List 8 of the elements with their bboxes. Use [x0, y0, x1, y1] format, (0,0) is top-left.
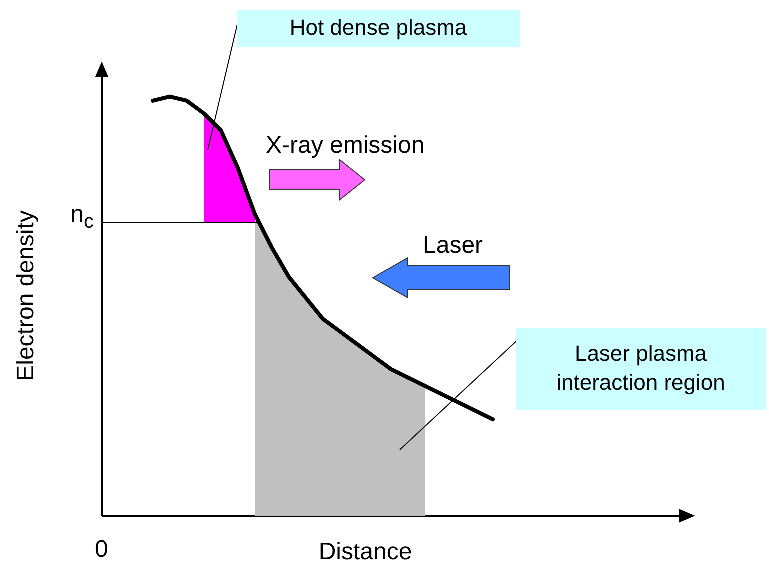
x-axis-title: Distance	[318, 538, 412, 566]
annotation: X-ray emission	[266, 132, 425, 160]
ref-line-label: n$_{c}$	[70, 200, 94, 234]
callout: Laser plasma interaction region	[399, 327, 767, 451]
y-axis-title: Electron density	[12, 210, 40, 382]
text: 0	[95, 536, 108, 564]
annotation: Laser plasma interaction region	[556, 340, 726, 397]
annotation: Laser	[423, 232, 484, 260]
